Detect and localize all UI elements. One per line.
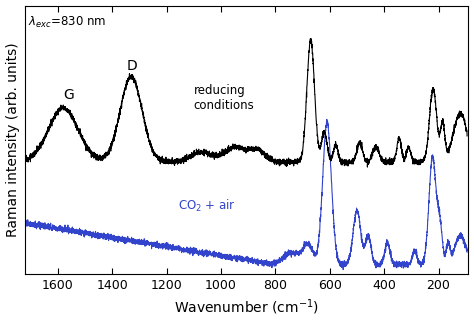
Text: D: D [127, 59, 137, 73]
Text: reducing
conditions: reducing conditions [194, 84, 255, 112]
X-axis label: Wavenumber (cm$^{-1}$): Wavenumber (cm$^{-1}$) [174, 298, 319, 318]
Text: G: G [63, 88, 74, 102]
Y-axis label: Raman intensity (arb. units): Raman intensity (arb. units) [6, 43, 19, 237]
Text: CO$_2$ + air: CO$_2$ + air [178, 198, 236, 214]
Text: $\lambda_{exc}$=830 nm: $\lambda_{exc}$=830 nm [28, 15, 106, 30]
